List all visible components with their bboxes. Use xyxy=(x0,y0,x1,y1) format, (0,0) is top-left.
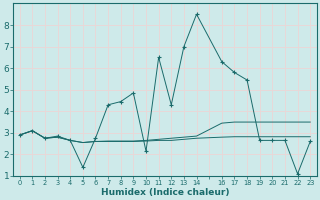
X-axis label: Humidex (Indice chaleur): Humidex (Indice chaleur) xyxy=(101,188,229,197)
